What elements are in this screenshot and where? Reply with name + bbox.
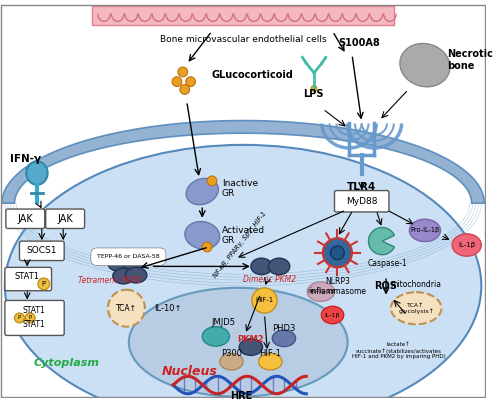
Ellipse shape	[258, 354, 282, 370]
Text: IL-1β: IL-1β	[325, 313, 340, 318]
Text: TLR4: TLR4	[347, 182, 376, 192]
Ellipse shape	[26, 161, 48, 185]
Ellipse shape	[113, 269, 134, 284]
Text: JAK: JAK	[18, 214, 33, 224]
Ellipse shape	[202, 327, 230, 346]
Text: Cytoplasm: Cytoplasm	[34, 358, 100, 368]
Circle shape	[323, 238, 352, 267]
Text: JAK: JAK	[58, 214, 73, 224]
Ellipse shape	[452, 234, 482, 256]
Text: PHD3: PHD3	[272, 324, 295, 333]
Circle shape	[178, 67, 188, 77]
Ellipse shape	[272, 330, 295, 347]
Text: GLucocorticoid: GLucocorticoid	[212, 70, 294, 80]
Text: HRE: HRE	[230, 391, 252, 401]
Ellipse shape	[122, 255, 144, 270]
Text: Caspase-1: Caspase-1	[368, 259, 408, 268]
Text: mitochondria: mitochondria	[390, 280, 442, 290]
Text: Necrotic
bone: Necrotic bone	[448, 49, 493, 71]
Text: IL-1β: IL-1β	[458, 242, 475, 248]
Ellipse shape	[186, 178, 218, 205]
Text: Activated
GR: Activated GR	[222, 226, 265, 245]
FancyBboxPatch shape	[5, 301, 64, 335]
Text: TCA↑: TCA↑	[116, 304, 137, 313]
FancyBboxPatch shape	[5, 267, 52, 291]
Ellipse shape	[126, 267, 147, 283]
Circle shape	[330, 246, 344, 260]
Text: STAT1: STAT1	[14, 272, 40, 281]
Text: HIF-1: HIF-1	[260, 350, 281, 358]
Ellipse shape	[129, 288, 348, 397]
Text: IL-10↑: IL-10↑	[154, 304, 181, 313]
Text: LPS: LPS	[304, 89, 324, 99]
Circle shape	[202, 242, 212, 252]
Ellipse shape	[410, 219, 440, 242]
Text: S100A8: S100A8	[338, 38, 380, 48]
Text: NF-κB, PPARγ, Sp1, HIF-1: NF-κB, PPARγ, Sp1, HIF-1	[212, 211, 268, 279]
Ellipse shape	[308, 282, 334, 301]
Circle shape	[180, 85, 190, 94]
Text: lactate↑
succinate↑(stabilizes/activates
HIF-1 and PKM2 by imparing PHD): lactate↑ succinate↑(stabilizes/activates…	[352, 342, 446, 359]
Ellipse shape	[251, 258, 272, 275]
Text: HIF-1: HIF-1	[256, 297, 274, 303]
Polygon shape	[92, 6, 394, 25]
Ellipse shape	[239, 339, 262, 355]
Text: PKM2: PKM2	[238, 335, 264, 344]
Text: P300: P300	[221, 350, 242, 358]
Circle shape	[172, 77, 182, 87]
Circle shape	[26, 313, 35, 323]
Circle shape	[252, 288, 277, 313]
Circle shape	[108, 290, 145, 327]
Circle shape	[311, 85, 317, 92]
Ellipse shape	[268, 258, 290, 275]
FancyBboxPatch shape	[334, 191, 389, 212]
Text: P: P	[18, 315, 21, 320]
Ellipse shape	[391, 292, 442, 324]
Text: Dimeric PKM2: Dimeric PKM2	[243, 275, 296, 284]
Text: Pro-IL-1β: Pro-IL-1β	[410, 228, 440, 233]
Text: NLRP3
inflammasome: NLRP3 inflammasome	[309, 277, 366, 296]
Text: MyD88: MyD88	[346, 197, 378, 206]
Ellipse shape	[108, 256, 130, 271]
Text: STAT1: STAT1	[22, 306, 46, 315]
Wedge shape	[368, 228, 394, 255]
Text: TCA↑
glycolysis↑: TCA↑ glycolysis↑	[398, 303, 434, 314]
Text: P: P	[28, 315, 32, 320]
FancyBboxPatch shape	[6, 209, 44, 228]
FancyBboxPatch shape	[20, 241, 64, 260]
Text: JMJD5: JMJD5	[212, 318, 236, 327]
Ellipse shape	[400, 43, 450, 87]
Text: Pro-IL-1β: Pro-IL-1β	[307, 289, 334, 294]
Ellipse shape	[5, 145, 482, 405]
Text: Bone microvascular endothelial cells: Bone microvascular endothelial cells	[160, 35, 326, 44]
Text: Tetrameric PKM2: Tetrameric PKM2	[78, 277, 142, 286]
Text: Nucleus: Nucleus	[162, 365, 218, 378]
Circle shape	[207, 176, 217, 186]
Text: ROS: ROS	[374, 281, 398, 291]
Text: STAT1: STAT1	[22, 320, 46, 329]
Polygon shape	[2, 121, 484, 203]
FancyBboxPatch shape	[46, 209, 84, 228]
Ellipse shape	[185, 222, 220, 249]
Ellipse shape	[322, 306, 344, 324]
Circle shape	[14, 313, 24, 323]
Text: SOCS1: SOCS1	[26, 246, 57, 255]
Ellipse shape	[220, 354, 243, 370]
Text: IFN-γ: IFN-γ	[10, 154, 41, 164]
Circle shape	[186, 77, 196, 87]
Text: Inactive
GR: Inactive GR	[222, 179, 258, 198]
Text: TEPP-46 or DASA-58: TEPP-46 or DASA-58	[97, 254, 160, 259]
Text: P: P	[42, 281, 46, 287]
Circle shape	[38, 278, 50, 290]
